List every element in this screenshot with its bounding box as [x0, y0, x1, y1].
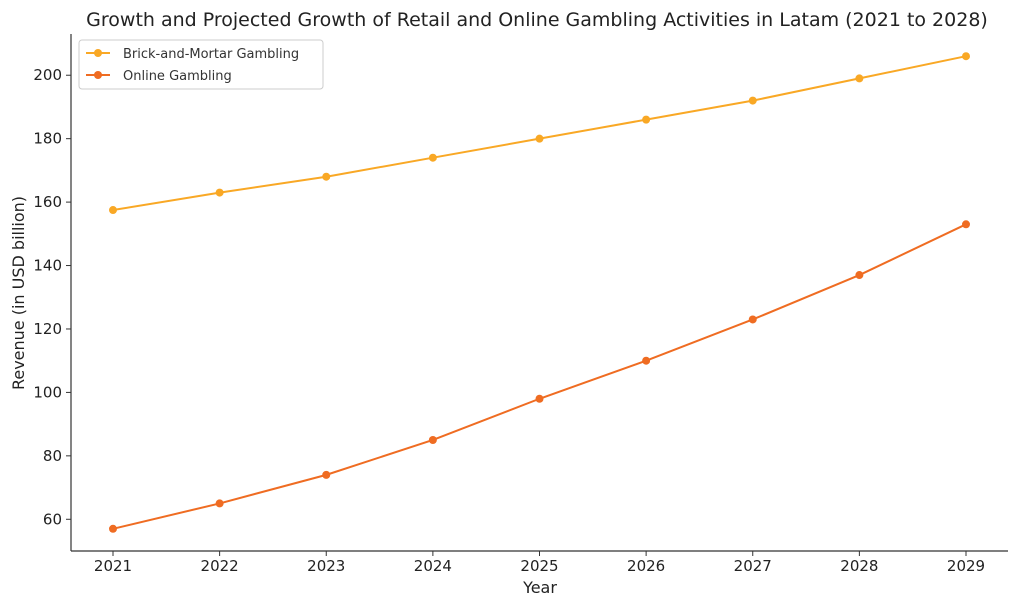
legend-label-brick: Brick-and-Mortar Gambling	[123, 47, 299, 62]
series-group	[109, 52, 970, 533]
data-point-brick	[748, 96, 757, 105]
series-line-online	[112, 223, 967, 530]
x-tick-label: 2028	[840, 557, 878, 575]
data-point-brick	[855, 74, 864, 83]
data-point-online	[535, 394, 544, 403]
y-tick-label: 100	[33, 383, 62, 401]
legend-marker-online	[94, 71, 102, 79]
data-point-brick	[322, 172, 331, 181]
x-tick-label: 2022	[201, 557, 239, 575]
x-tick-label: 2021	[94, 557, 132, 575]
y-tick-label: 160	[33, 193, 62, 211]
data-point-brick	[109, 206, 117, 215]
x-tick-label: 2023	[307, 557, 345, 575]
ticks: 2021 2022 2023 2024 2025 2026 2027 2028 2029 60 80…	[33, 66, 985, 575]
y-tick-label: 60	[43, 510, 62, 528]
data-point-brick	[535, 134, 544, 143]
x-tick-label: 2027	[734, 557, 772, 575]
legend-box	[78, 39, 324, 90]
y-tick-label: 80	[43, 447, 62, 465]
data-point-online	[748, 315, 757, 324]
data-point-online	[322, 470, 331, 479]
data-point-brick	[962, 52, 970, 61]
data-point-online	[109, 524, 117, 533]
y-tick-label: 120	[33, 320, 62, 338]
chart-title: Growth and Projected Growth of Retail an…	[86, 9, 988, 31]
data-point-brick	[642, 115, 651, 124]
data-point-brick	[215, 188, 224, 197]
x-axis-label: Year	[522, 578, 557, 597]
data-point-online	[962, 220, 970, 229]
legend: Brick-and-Mortar Gambling Online Gamblin…	[78, 39, 324, 90]
data-point-online	[428, 435, 437, 444]
y-axis-label: Revenue (in USD billion)	[9, 196, 28, 390]
y-tick-label: 180	[33, 130, 62, 148]
legend-label-online: Online Gambling	[123, 69, 232, 84]
x-tick-label: 2029	[947, 557, 985, 575]
x-tick-label: 2025	[520, 557, 558, 575]
data-point-online	[642, 356, 651, 365]
data-point-online	[855, 271, 864, 280]
x-tick-label: 2026	[627, 557, 665, 575]
y-tick-label: 200	[33, 66, 62, 84]
data-point-brick	[428, 153, 437, 162]
data-point-online	[215, 499, 224, 508]
axes	[70, 34, 1008, 552]
x-tick-label: 2024	[414, 557, 452, 575]
y-tick-label: 140	[33, 257, 62, 275]
legend-marker-brick	[94, 49, 102, 57]
